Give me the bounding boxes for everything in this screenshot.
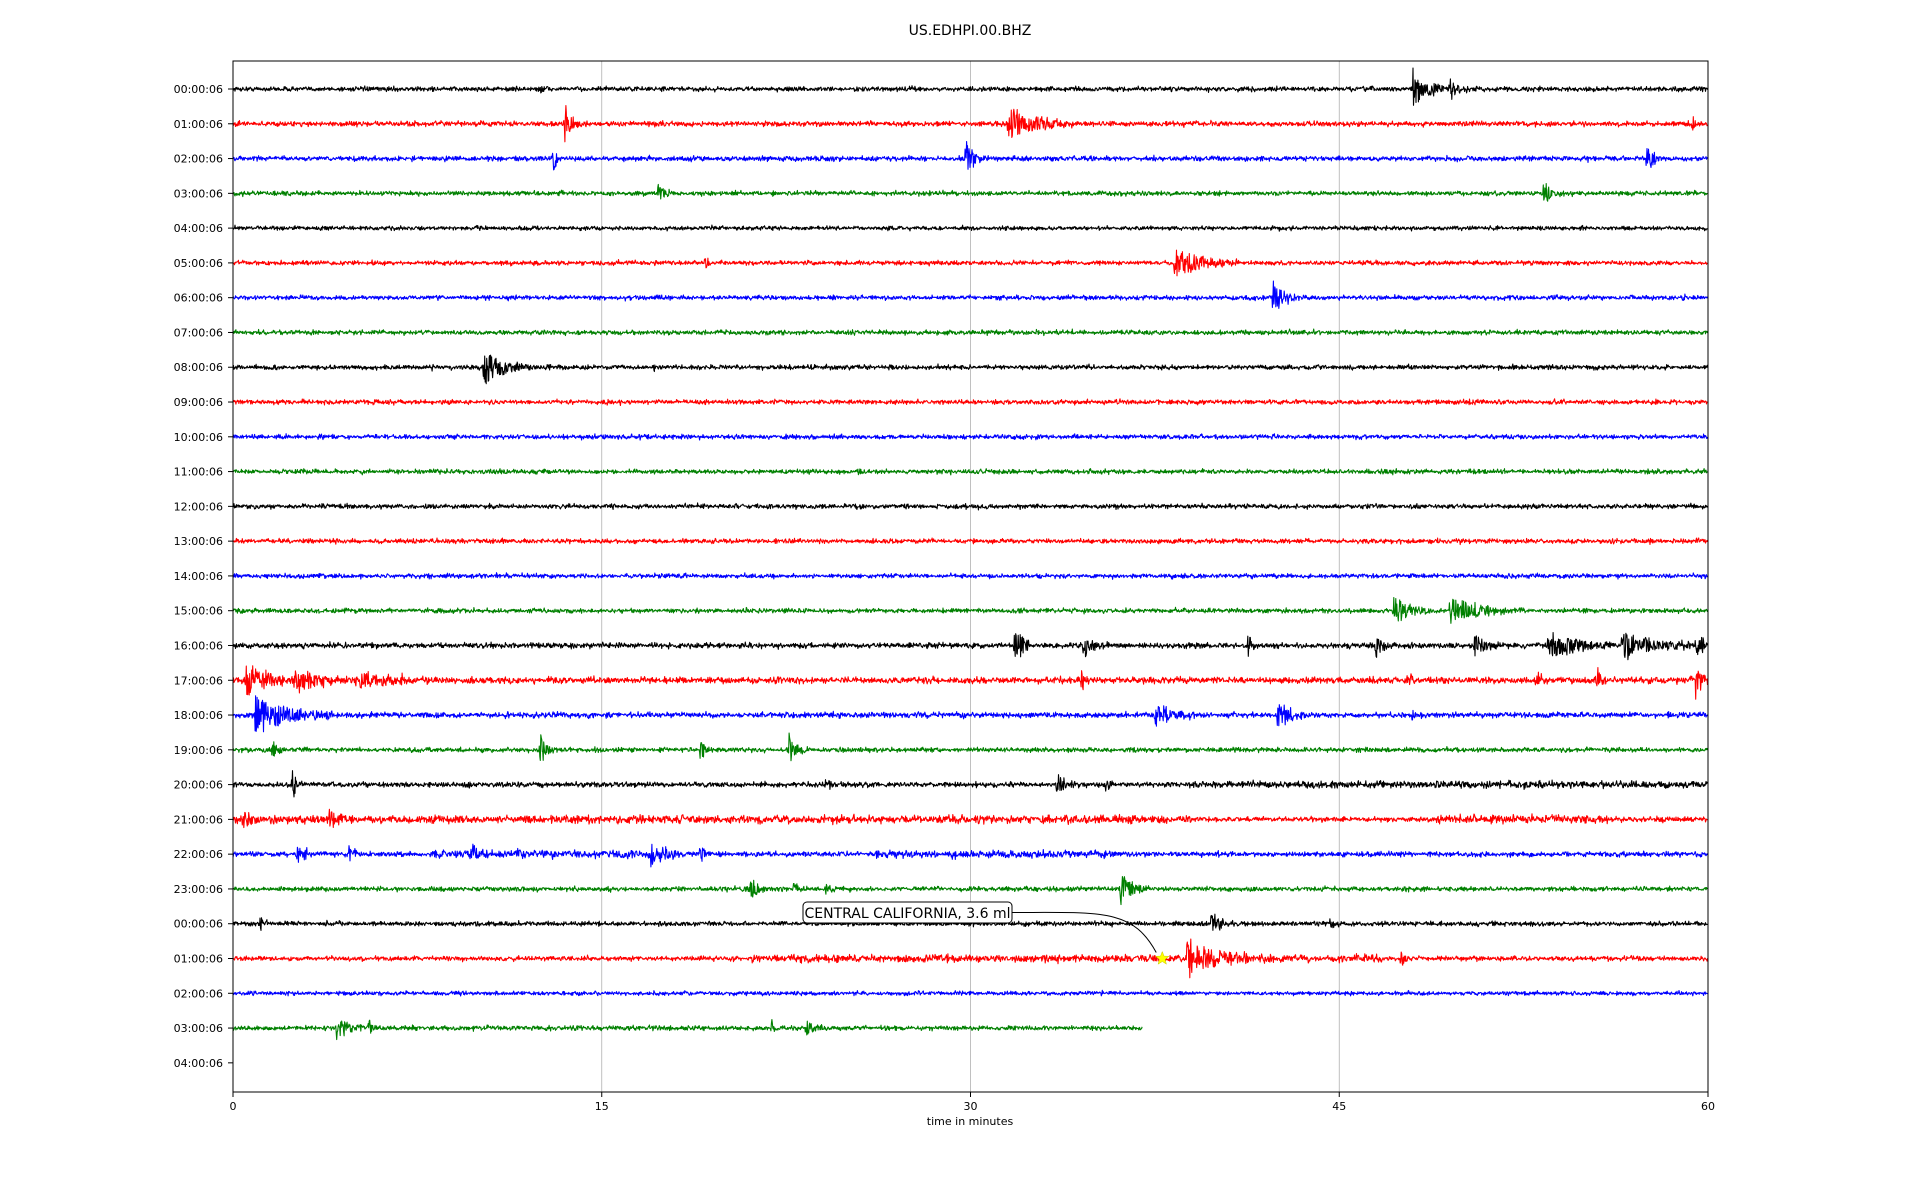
trace-row-14 — [232, 572, 1708, 580]
traces-layer — [232, 67, 1709, 1041]
event-annotation: CENTRAL CALIFORNIA, 3.6 ml — [802, 901, 1170, 965]
row-time-label: 01:00:06 — [174, 118, 223, 131]
trace-row-23 — [232, 876, 1708, 906]
trace-row-5 — [232, 249, 1708, 277]
trace-row-21 — [232, 808, 1708, 829]
x-axis-ticks: 0 15 30 45 60 — [230, 1092, 1715, 1113]
trace-row-24 — [232, 913, 1708, 931]
row-time-label: 07:00:06 — [174, 326, 223, 339]
trace-row-13 — [232, 537, 1709, 546]
trace-row-12 — [232, 502, 1709, 511]
row-time-label: 21:00:06 — [174, 813, 223, 826]
row-time-label: 23:00:06 — [174, 883, 223, 896]
row-time-label: 13:00:06 — [174, 535, 223, 548]
trace-row-22 — [232, 843, 1709, 868]
trace-row-16 — [232, 632, 1709, 661]
row-time-label: 19:00:06 — [174, 744, 223, 757]
row-time-label: 11:00:06 — [174, 466, 223, 479]
row-time-label: 05:00:06 — [174, 257, 223, 270]
trace-row-10 — [232, 433, 1709, 441]
row-time-label: 01:00:06 — [174, 953, 223, 966]
row-time-label: 17:00:06 — [174, 674, 223, 687]
row-time-label: 15:00:06 — [174, 605, 223, 618]
row-time-label: 10:00:06 — [174, 431, 223, 444]
x-tick-label: 30 — [964, 1100, 978, 1113]
row-time-labels: 00:00:06 01:00:06 02:00:06 03:00:06 04:00:06… — [174, 83, 233, 1070]
trace-row-15 — [232, 596, 1709, 624]
trace-row-27 — [232, 1019, 1143, 1041]
annotation-connector — [1011, 911, 1157, 953]
row-time-label: 04:00:06 — [174, 222, 223, 235]
row-time-label: 14:00:06 — [174, 570, 223, 583]
trace-row-20 — [232, 770, 1709, 798]
row-time-label: 09:00:06 — [174, 396, 223, 409]
row-time-label: 06:00:06 — [174, 292, 223, 305]
x-axis-label: time in minutes — [927, 1115, 1014, 1128]
event-star-marker — [1154, 950, 1170, 965]
row-time-label: 00:00:06 — [174, 83, 223, 96]
row-time-label: 02:00:06 — [174, 153, 223, 166]
row-time-label: 02:00:06 — [174, 987, 223, 1000]
trace-row-1 — [232, 105, 1708, 143]
trace-row-3 — [232, 183, 1708, 202]
trace-row-11 — [232, 468, 1708, 476]
trace-row-18 — [232, 695, 1709, 733]
trace-row-6 — [232, 280, 1709, 309]
trace-row-8 — [232, 354, 1709, 385]
row-time-label: 22:00:06 — [174, 848, 223, 861]
trace-row-19 — [232, 732, 1709, 762]
trace-row-26 — [232, 989, 1708, 997]
x-tick-label: 60 — [1701, 1100, 1715, 1113]
row-time-label: 04:00:06 — [174, 1057, 223, 1070]
x-tick-label: 45 — [1332, 1100, 1346, 1113]
trace-row-4 — [232, 224, 1708, 232]
row-time-label: 00:00:06 — [174, 918, 223, 931]
trace-row-17 — [232, 665, 1709, 700]
row-time-label: 08:00:06 — [174, 361, 223, 374]
annotation-box — [802, 901, 1013, 924]
trace-row-0 — [232, 67, 1709, 106]
row-time-label: 20:00:06 — [174, 779, 223, 792]
trace-row-7 — [232, 328, 1709, 337]
row-time-label: 03:00:06 — [174, 187, 223, 200]
row-time-label: 18:00:06 — [174, 709, 223, 722]
x-tick-label: 15 — [595, 1100, 609, 1113]
trace-row-25 — [232, 938, 1709, 979]
row-time-label: 12:00:06 — [174, 500, 223, 513]
trace-row-2 — [232, 140, 1708, 171]
x-tick-label: 0 — [230, 1100, 237, 1113]
row-time-label: 16:00:06 — [174, 639, 223, 652]
annotation-label: CENTRAL CALIFORNIA, 3.6 ml — [804, 906, 1010, 922]
trace-row-9 — [232, 398, 1708, 407]
row-time-label: 03:00:06 — [174, 1022, 223, 1035]
chart-title: US.EDHPI.00.BHZ — [909, 23, 1032, 39]
